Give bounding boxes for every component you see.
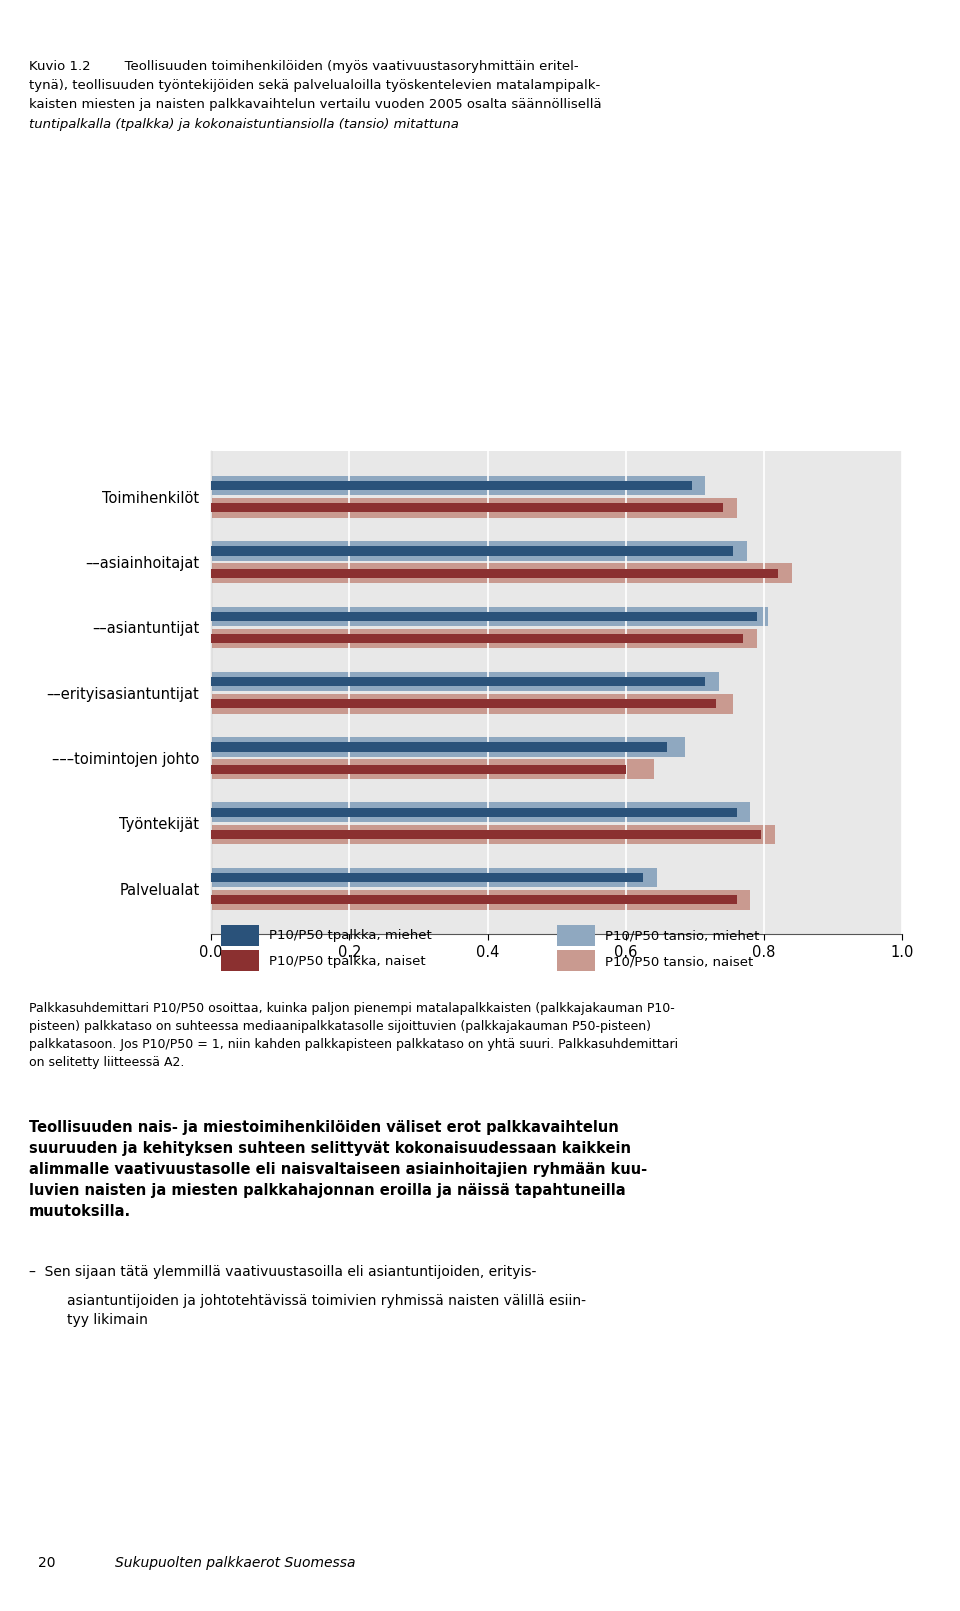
Text: kaisten miesten ja naisten palkkavaihtelun vertailu vuoden 2005 osalta säännölli: kaisten miesten ja naisten palkkavaihtel…	[29, 98, 601, 111]
Text: tynä), teollisuuden työntekijöiden sekä palvelualoilla työskentelevien matalampi: tynä), teollisuuden työntekijöiden sekä …	[29, 79, 600, 92]
Bar	[211, 825, 775, 844]
Text: 20: 20	[38, 1556, 56, 1569]
Text: Kuvio 1.2        Teollisuuden toimihenkilöiden (myös vaativuustasoryhmittäin eri: Kuvio 1.2 Teollisuuden toimihenkilöiden …	[29, 60, 579, 72]
Bar	[211, 503, 723, 512]
Bar	[211, 569, 778, 578]
Bar	[211, 765, 626, 773]
Bar	[211, 606, 768, 627]
Bar	[211, 868, 657, 888]
Bar	[211, 802, 751, 822]
Bar	[211, 743, 667, 751]
Bar	[211, 738, 684, 757]
Bar	[211, 672, 719, 691]
Text: Teollisuuden nais- ja miestoimihenkilöiden väliset erot palkkavaihtelun
suuruude: Teollisuuden nais- ja miestoimihenkilöid…	[29, 1120, 647, 1218]
Text: tyy likimain: tyy likimain	[67, 1313, 153, 1327]
Bar	[211, 612, 757, 620]
Text: P10/P50 tansio, naiset: P10/P50 tansio, naiset	[605, 955, 753, 968]
Text: P10/P50 tpalkka, miehet: P10/P50 tpalkka, miehet	[269, 930, 432, 942]
Bar	[211, 564, 792, 583]
Bar	[211, 628, 757, 648]
Text: Palkkasuhdemittari P10/P50 osoittaa, kuinka paljon pienempi matalapalkkaisten (p: Palkkasuhdemittari P10/P50 osoittaa, kui…	[29, 1002, 678, 1070]
Bar	[211, 807, 736, 817]
Bar	[211, 635, 743, 643]
Text: asiantuntijoiden ja johtotehtävissä toimivien ryhmissä naisten välillä esiin-: asiantuntijoiden ja johtotehtävissä toim…	[67, 1294, 587, 1308]
Bar	[211, 889, 751, 910]
Bar	[211, 482, 691, 490]
Text: –  Sen sijaan tätä ylemmillä vaativuustasoilla eli asiantuntijoiden, erityis-: – Sen sijaan tätä ylemmillä vaativuustas…	[29, 1265, 537, 1279]
Bar	[211, 830, 760, 839]
Bar	[211, 873, 643, 883]
Text: tuntipalkalla (tpalkka) ja kokonaistuntiansiolla (tansio) mitattuna: tuntipalkalla (tpalkka) ja kokonaistunti…	[29, 118, 459, 130]
Bar	[211, 677, 706, 686]
Text: P10/P50 tansio, miehet: P10/P50 tansio, miehet	[605, 930, 759, 942]
Bar	[211, 475, 706, 496]
Bar	[211, 896, 736, 904]
Bar	[211, 699, 716, 709]
Bar	[211, 498, 736, 517]
Text: Sukupuolten palkkaerot Suomessa: Sukupuolten palkkaerot Suomessa	[115, 1556, 356, 1569]
Bar	[211, 759, 654, 780]
Bar	[211, 541, 747, 561]
Bar	[211, 694, 733, 714]
Bar	[211, 546, 733, 556]
Text: P10/P50 tpalkka, naiset: P10/P50 tpalkka, naiset	[269, 955, 425, 968]
